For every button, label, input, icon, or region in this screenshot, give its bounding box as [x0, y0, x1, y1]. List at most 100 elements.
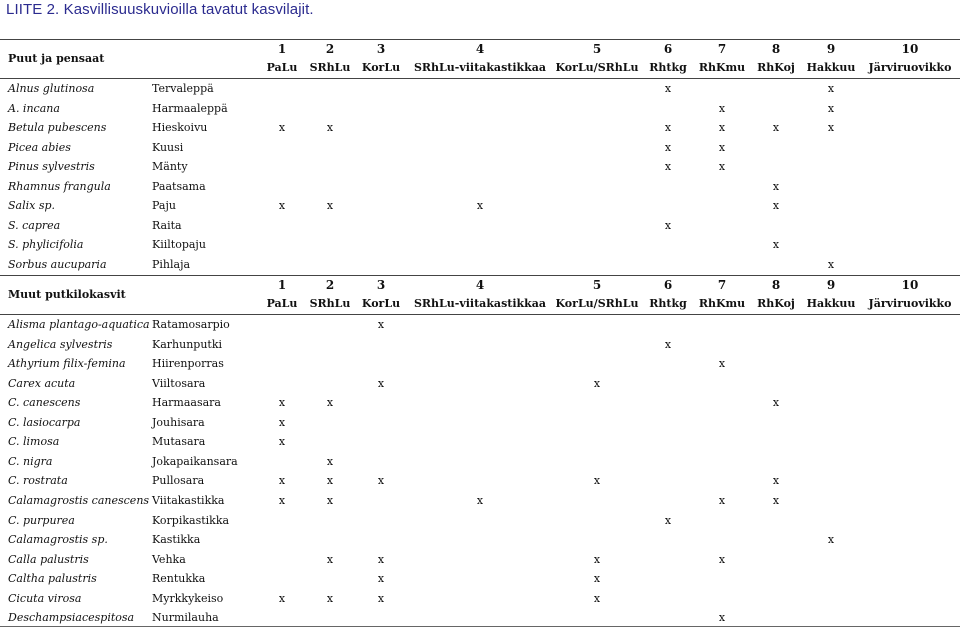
column-number: 9 [826, 278, 836, 292]
species-finnish-name: Viiltosara [152, 376, 206, 390]
presence-mark: x [718, 493, 726, 507]
section-heading: Muut putkilokasvit [8, 288, 126, 301]
presence-mark: x [718, 101, 726, 115]
species-scientific-name: Cicuta virosa [8, 591, 82, 605]
species-scientific-name: S. phylicifolia [8, 238, 84, 252]
column-abbr: Rhtkg [649, 61, 687, 74]
presence-mark: x [278, 474, 286, 488]
column-abbr: PaLu [266, 297, 298, 310]
presence-mark: x [718, 160, 726, 174]
species-finnish-name: Paju [152, 199, 176, 213]
species-scientific-name: Betula pubescens [8, 121, 107, 135]
column-abbr: KorLu [361, 61, 401, 74]
species-scientific-name: A. incana [8, 101, 60, 115]
column-number: 5 [592, 42, 602, 56]
presence-mark: x [593, 591, 601, 605]
presence-mark: x [772, 493, 780, 507]
table-rule [0, 314, 960, 315]
column-number: 10 [901, 278, 919, 292]
column-abbr: SRhLu-viitakastikkaa [413, 297, 547, 310]
species-scientific-name: Pinus sylvestris [8, 160, 95, 174]
column-number: 2 [325, 42, 335, 56]
species-finnish-name: Harmaasara [152, 396, 221, 410]
column-number: 3 [376, 278, 386, 292]
presence-mark: x [772, 474, 780, 488]
species-scientific-name: Calamagrostis canescens [8, 493, 150, 507]
table-rule [0, 78, 960, 79]
column-number: 8 [771, 278, 781, 292]
species-finnish-name: Harmaaleppä [152, 101, 228, 115]
presence-mark: x [278, 121, 286, 135]
column-number: 6 [663, 278, 673, 292]
presence-mark: x [278, 199, 286, 213]
column-number: 7 [717, 278, 727, 292]
species-scientific-name: Calla palustris [8, 552, 89, 566]
presence-mark: x [664, 121, 672, 135]
presence-mark: x [377, 318, 385, 331]
section-heading: Puut ja pensaat [8, 52, 105, 65]
presence-mark: x [664, 140, 672, 154]
species-finnish-name: Myrkkykeiso [152, 591, 224, 605]
column-number: 7 [717, 42, 727, 56]
species-scientific-name: C. canescens [8, 396, 81, 410]
presence-mark: x [593, 572, 601, 586]
column-abbr: SRhLu [309, 61, 351, 74]
species-finnish-name: Hiirenporras [152, 357, 224, 371]
presence-mark: x [664, 513, 672, 527]
column-number: 1 [277, 278, 287, 292]
presence-mark: x [377, 572, 385, 586]
presence-mark: x [326, 552, 334, 566]
presence-mark: x [593, 552, 601, 566]
species-scientific-name: C. rostrata [8, 474, 68, 488]
species-finnish-name: Paatsama [152, 179, 206, 193]
column-abbr: Järviruovikko [868, 297, 952, 310]
presence-mark: x [718, 140, 726, 154]
species-finnish-name: Jokapaikansara [152, 454, 238, 468]
species-finnish-name: Raita [152, 218, 182, 232]
species-scientific-name: Calamagrostis sp. [8, 533, 108, 547]
species-scientific-name: Rhamnus frangula [8, 179, 111, 193]
column-abbr: Rhtkg [649, 297, 687, 310]
species-scientific-name: Angelica sylvestris [8, 337, 113, 351]
column-number: 6 [663, 42, 673, 56]
column-abbr: RhKmu [698, 61, 746, 74]
column-number: 10 [901, 42, 919, 56]
presence-mark: x [772, 121, 780, 135]
presence-mark: x [664, 160, 672, 174]
presence-mark: x [326, 493, 334, 507]
species-finnish-name: Korpikastikka [152, 513, 230, 527]
presence-mark: x [827, 101, 835, 115]
presence-mark: x [664, 82, 672, 95]
presence-mark: x [377, 376, 385, 390]
species-finnish-name: Kuusi [152, 140, 184, 154]
column-abbr: SRhLu-viitakastikkaa [413, 61, 547, 74]
column-abbr: SRhLu [309, 297, 351, 310]
presence-mark: x [326, 474, 334, 488]
column-number: 4 [475, 42, 485, 56]
species-finnish-name: Nurmilauha [152, 611, 219, 625]
column-abbr: Hakkuu [806, 61, 856, 74]
species-scientific-name: Carex acuta [8, 376, 76, 390]
presence-mark: x [772, 238, 780, 252]
species-scientific-name: Alnus glutinosa [8, 82, 95, 95]
presence-mark: x [377, 474, 385, 488]
presence-mark: x [664, 218, 672, 232]
species-scientific-name: C. limosa [8, 435, 60, 449]
species-finnish-name: Mänty [152, 160, 188, 174]
species-finnish-name: Karhunputki [152, 337, 223, 351]
presence-mark: x [476, 199, 484, 213]
species-finnish-name: Hieskoivu [152, 121, 208, 135]
species-scientific-name: Deschampsiacespitosa [8, 611, 135, 625]
species-finnish-name: Rentukka [152, 572, 206, 586]
species-scientific-name: C. purpurea [8, 513, 75, 527]
presence-mark: x [593, 474, 601, 488]
column-abbr: RhKoj [757, 61, 795, 74]
species-scientific-name: Alisma plantago-aquatica [8, 318, 150, 331]
page-title: LIITE 2. Kasvillisuuskuvioilla tavatut k… [6, 1, 314, 18]
presence-mark: x [278, 396, 286, 410]
column-number: 8 [771, 42, 781, 56]
presence-mark: x [326, 199, 334, 213]
presence-mark: x [326, 396, 334, 410]
presence-mark: x [377, 591, 385, 605]
column-number: 2 [325, 278, 335, 292]
